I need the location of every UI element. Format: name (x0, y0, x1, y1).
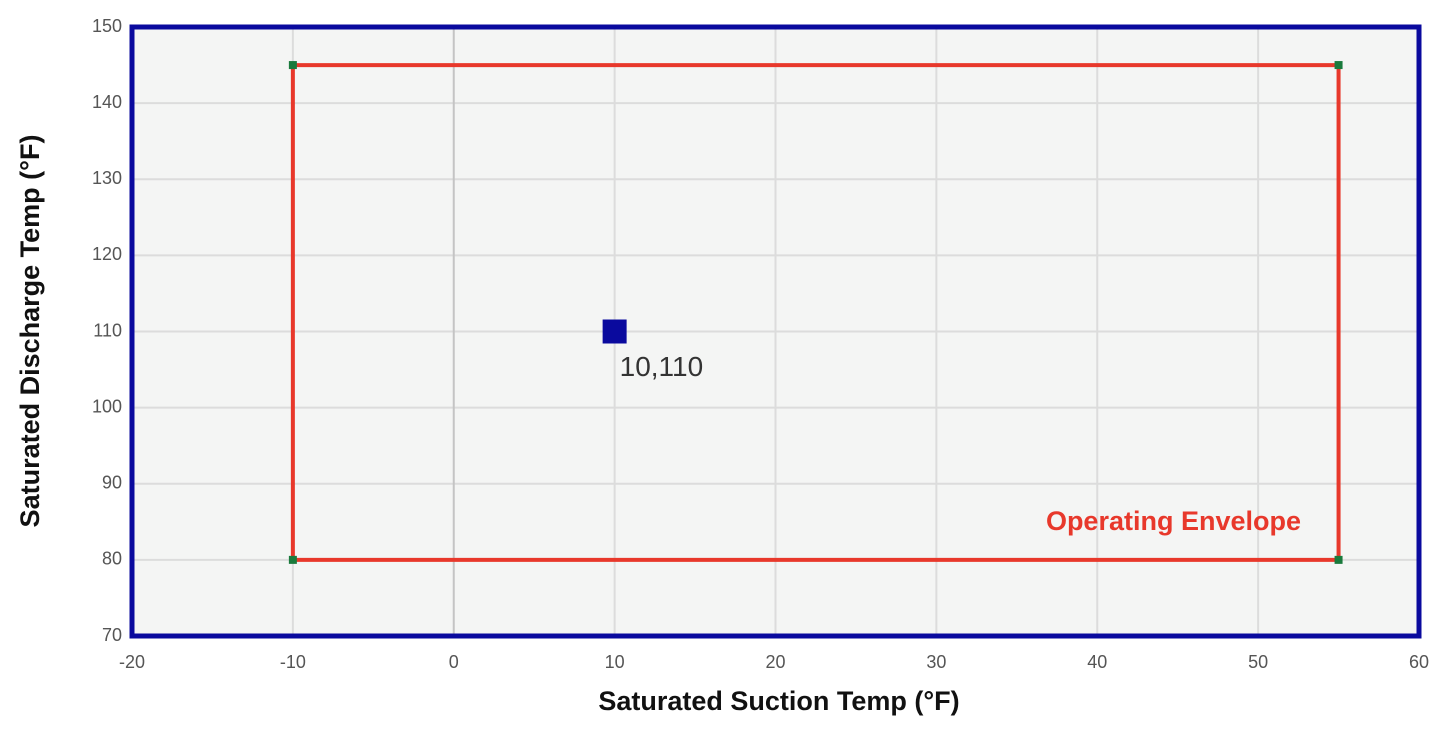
y-tick-label: 130 (92, 168, 122, 188)
y-axis-title: Saturated Discharge Temp (°F) (15, 135, 45, 528)
x-tick-label: 0 (449, 652, 459, 672)
envelope-vertex (288, 555, 297, 564)
series-label: Operating Envelope (1046, 506, 1301, 536)
plot-frame (129, 24, 1422, 639)
x-tick-label: -20 (119, 652, 145, 672)
envelope-vertex (288, 61, 297, 70)
x-tick-label: 50 (1248, 652, 1268, 672)
x-tick-label: 60 (1409, 652, 1429, 672)
x-axis-title: Saturated Suction Temp (°F) (598, 686, 959, 716)
y-tick-label: 140 (92, 92, 122, 112)
x-tick-label: -10 (280, 652, 306, 672)
y-tick-label: 70 (102, 625, 122, 645)
y-tick-label: 150 (92, 16, 122, 36)
y-tick-label: 80 (102, 549, 122, 569)
x-tick-label: 30 (926, 652, 946, 672)
y-tick-label: 120 (92, 244, 122, 264)
data-label: 10,110 (620, 351, 704, 382)
y-tick-label: 100 (92, 396, 122, 416)
x-tick-label: 20 (765, 652, 785, 672)
point (602, 319, 627, 344)
x-tick-label: 40 (1087, 652, 1107, 672)
envelope-vertex (1334, 555, 1343, 564)
x-tick-label: 10 (605, 652, 625, 672)
y-tick-label: 90 (102, 473, 122, 493)
y-tick-label: 110 (93, 320, 122, 340)
envelope-vertex (1334, 61, 1343, 70)
